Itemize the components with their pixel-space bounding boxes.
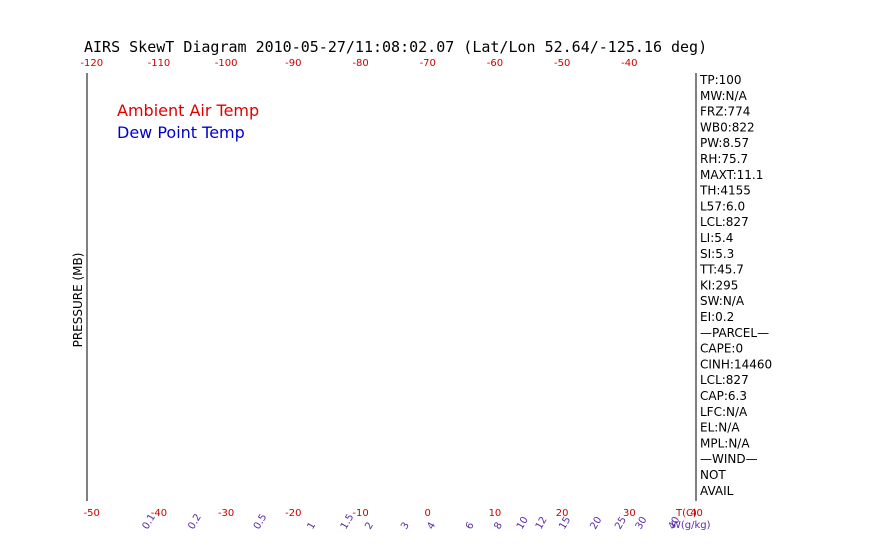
index-entry: SI:5.3: [700, 247, 734, 261]
bottom-tick-label: 40: [690, 508, 703, 519]
top-tick-label: -80: [352, 58, 368, 69]
chart-title: AIRS SkewT Diagram 2010-05-27/11:08:02.0…: [84, 38, 707, 56]
mixing-ratio-tick-label: 3: [399, 520, 412, 531]
mixing-ratio-tick-label: 1: [306, 520, 319, 531]
top-tick-label: -110: [148, 58, 171, 69]
mixing-ratio-tick-label: 30: [634, 515, 650, 532]
index-entry: MPL:N/A: [700, 436, 750, 450]
bottom-tick-label: -50: [84, 508, 100, 519]
mixing-ratio-tick-label: 2: [363, 520, 376, 531]
mixing-ratio-tick-label: 6: [464, 520, 477, 531]
index-entry: CINH:14460: [700, 357, 772, 371]
index-entry: PW:8.57: [700, 136, 749, 150]
mixing-ratio-tick-label: 20: [588, 515, 604, 532]
index-entry: CAPE:0: [700, 342, 743, 356]
mixing-ratio-tick-label: 0.5: [252, 512, 269, 531]
index-entry: —PARCEL—: [700, 326, 769, 340]
bottom-tick-label: -10: [352, 508, 368, 519]
mixing-ratio-tick-label: 0.2: [186, 512, 203, 531]
bottom-tick-label: 20: [556, 508, 569, 519]
index-entry: WB0:822: [700, 120, 755, 134]
index-entry: CAP:6.3: [700, 389, 747, 403]
index-entry: TH:4155: [699, 184, 751, 198]
top-tick-label: -70: [420, 58, 436, 69]
top-tick-label: -40: [621, 58, 637, 69]
top-tick-label: -50: [554, 58, 570, 69]
index-entry: L57:6.0: [700, 199, 745, 213]
bottom-tick-label: 30: [623, 508, 636, 519]
index-entry: TP:100: [699, 73, 742, 87]
legend: Ambient Air Temp Dew Point Temp: [117, 101, 259, 142]
mixing-ratio-tick-label: 4: [425, 520, 438, 531]
index-entry: TT:45.7: [699, 263, 744, 277]
bottom-tick-label: 0: [425, 508, 431, 519]
mixing-ratio-tick-label: 8: [492, 520, 505, 531]
bottom-tick-label: -20: [285, 508, 301, 519]
x-axis-label: T(C): [675, 508, 697, 519]
index-entry: RH:75.7: [700, 152, 748, 166]
index-entry: AVAIL: [700, 484, 734, 498]
index-entry: SW:N/A: [700, 294, 745, 308]
index-entry: LFC:N/A: [700, 405, 748, 419]
top-tick-label: -90: [285, 58, 301, 69]
top-tick-label: -120: [80, 58, 103, 69]
index-entry: LCL:827: [700, 373, 749, 387]
bottom-tick-label: 10: [489, 508, 502, 519]
index-entry: EL:N/A: [700, 421, 740, 435]
index-entry: LCL:827: [700, 215, 749, 229]
legend-entry: Ambient Air Temp: [117, 101, 259, 120]
index-entry: —WIND—: [700, 452, 758, 466]
index-entry: MW:N/A: [700, 89, 748, 103]
bottom-tick-label: -40: [151, 508, 167, 519]
index-entry: MAXT:11.1: [700, 168, 763, 182]
top-tick-label: -60: [487, 58, 503, 69]
index-entry: FRZ:774: [700, 105, 750, 119]
bottom-tick-label: -30: [218, 508, 234, 519]
index-entry: EI:0.2: [700, 310, 734, 324]
legend-entry: Dew Point Temp: [117, 123, 245, 142]
y-axis-label: PRESSURE (MB): [71, 253, 85, 348]
index-entry: LI:5.4: [700, 231, 733, 245]
mixing-ratio-tick-label: 10: [515, 515, 531, 532]
index-entry: KI:295: [700, 278, 738, 292]
mixing-ratio-tick-label: 12: [534, 515, 550, 532]
index-entry: NOT: [700, 468, 726, 482]
mixing-ratio-axis-label: W(g/kg): [671, 520, 711, 531]
top-tick-label: -100: [215, 58, 238, 69]
